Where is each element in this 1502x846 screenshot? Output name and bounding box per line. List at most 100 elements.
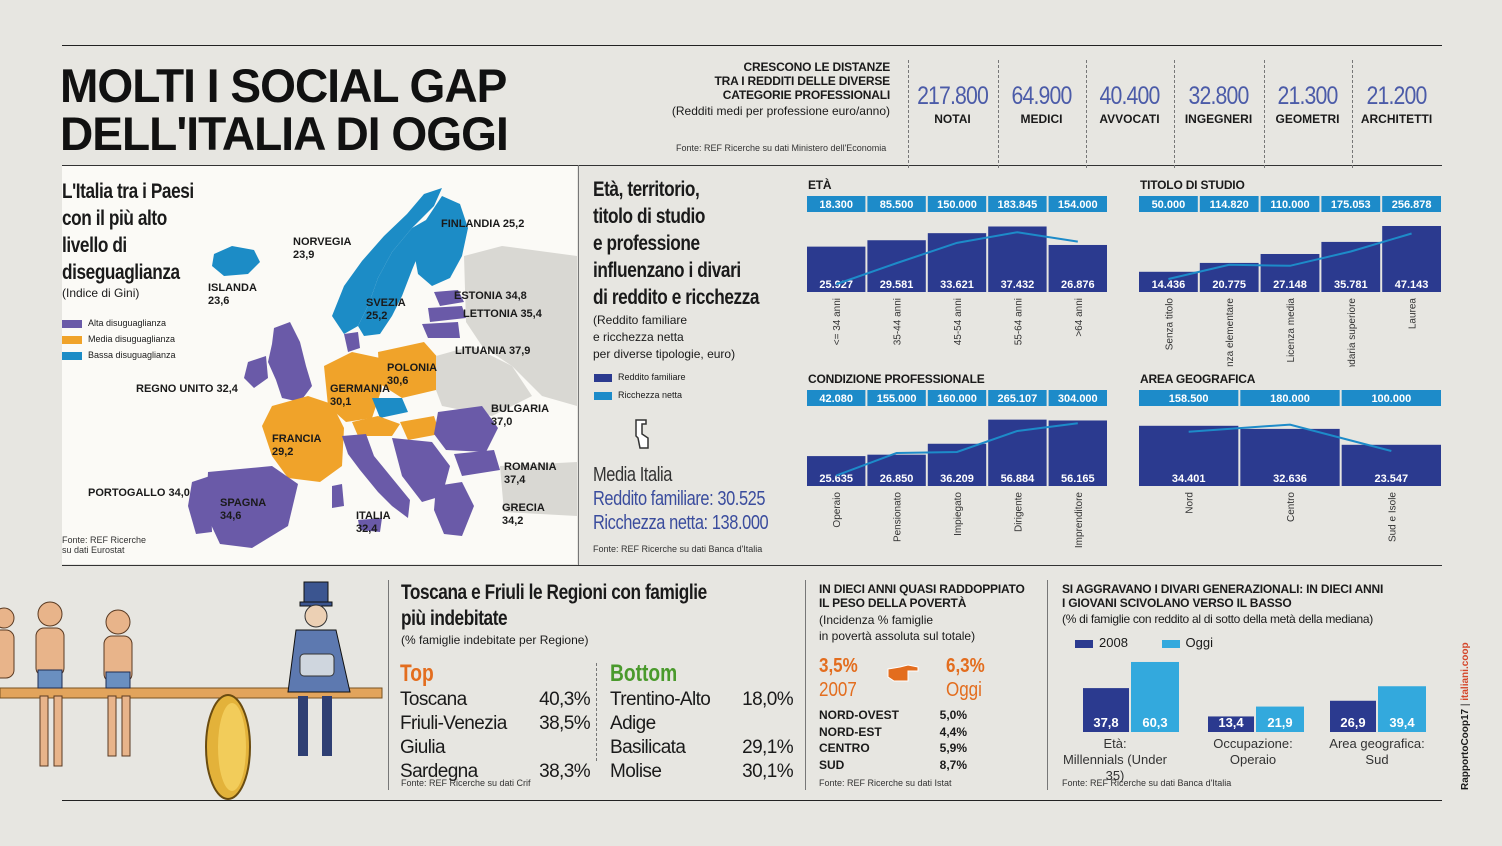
legend-alta: Alta disuguaglianza	[62, 315, 176, 331]
wealth-label-box	[1382, 196, 1441, 212]
category-label: Laurea	[1408, 298, 1419, 330]
income-bar	[1048, 244, 1107, 292]
category-label: 55-64 anni	[1013, 298, 1024, 345]
income-label: 27.148	[1273, 279, 1307, 291]
poverty-heading: IN DIECI ANNI QUASI RADDOPPIATO IL PESO D…	[819, 582, 1025, 643]
income-label: 56.165	[1061, 473, 1095, 485]
label-romania: ROMANIA 37,4	[504, 461, 557, 486]
debt-bottom-row: Basilicata 29,1%	[610, 737, 794, 758]
map-polonia	[378, 342, 440, 398]
middle-source: Fonte: REF Ricerche su dati Banca d'Ital…	[593, 544, 763, 554]
label-2008: 13,4	[1218, 715, 1244, 730]
wealth-label-box	[807, 390, 866, 406]
income-label: 33.621	[940, 279, 974, 291]
top-source: Fonte: REF Ricerche su dati Ministero de…	[676, 143, 887, 153]
hand-pointer-icon	[635, 419, 649, 449]
middle-title: Età, territorio, titolo di studio e profes…	[593, 178, 760, 309]
gen-source: Fonte: REF Ricerche su dati Banca d'Ital…	[1062, 778, 1232, 788]
pointing-hand-icon	[887, 664, 919, 682]
middle-legend: Reddito familiare Ricchezza netta	[594, 368, 686, 404]
wealth-label-box	[1139, 196, 1198, 212]
map-germania	[324, 352, 382, 422]
income-bar	[1240, 428, 1340, 486]
gen-cat-label: Area geografica: Sud	[1329, 736, 1425, 767]
chart-condizione: 42.080 25.635 Operaio 155.000 26.850 Pensiona…	[807, 390, 1107, 548]
gen-legend: 2008 Oggi	[1075, 635, 1213, 650]
category-label: Centro	[1286, 492, 1297, 522]
income-bar	[1048, 420, 1107, 486]
wealth-label: 180.000	[1270, 393, 1310, 405]
map-italia	[342, 434, 410, 518]
poverty-row: CENTRO 5,9%	[819, 741, 967, 755]
income-bar	[1341, 444, 1441, 486]
wealth-label: 110.000	[1270, 199, 1309, 211]
label-2008: 37,8	[1093, 715, 1118, 730]
wealth-label: 114.820	[1210, 199, 1249, 211]
label-germania: GERMANIA 30,1	[330, 383, 390, 408]
category-label: Operaio	[832, 492, 843, 528]
category-label: 45-54 anni	[953, 298, 964, 345]
illustration	[0, 581, 383, 800]
wealth-label: 265.107	[998, 393, 1038, 405]
income-bar	[807, 456, 866, 486]
poverty-row: NORD-EST 4,4%	[819, 724, 967, 739]
bar-oggi	[1131, 661, 1179, 732]
income-label: 36.209	[940, 473, 974, 485]
label-lettonia: LETTONIA 35,4	[463, 308, 542, 320]
wealth-line	[835, 422, 1078, 477]
label-regno-unito: REGNO UNITO 32,4	[136, 383, 238, 395]
wealth-label-box	[1321, 196, 1381, 212]
europe-map	[188, 188, 577, 548]
legend-bassa: Bassa disuguaglianza	[62, 347, 176, 363]
income-bar	[1139, 425, 1239, 486]
category-label: Nord	[1185, 492, 1196, 514]
income-bar	[1321, 241, 1381, 292]
category-label: Licenza elementare	[1225, 298, 1236, 367]
wealth-label: 154.000	[1058, 199, 1098, 211]
category-label: Impiegato	[953, 492, 964, 536]
wealth-label-box	[1260, 196, 1320, 212]
category-label: 35-44 anni	[893, 298, 904, 345]
map-source: Fonte: REF Ricerche su dati Eurostat	[62, 535, 147, 555]
category-label: Senza titolo	[1164, 298, 1175, 351]
map-subtitle: (Indice di Gini)	[62, 286, 140, 300]
wealth-label: 175.053	[1331, 199, 1371, 211]
wealth-label: 183.845	[998, 199, 1038, 211]
figure-medici: 64.900 MEDICI	[1011, 82, 1073, 126]
debt-top-row: Friuli-Venezia Giulia 38,5%	[400, 713, 591, 758]
income-label: 56.884	[1001, 473, 1036, 485]
map-francia	[262, 396, 344, 482]
map-grecia	[434, 482, 474, 536]
poverty-row: NORD-OVEST 5,0%	[819, 708, 967, 722]
wealth-label-box	[1048, 390, 1107, 406]
label-2008: 26,9	[1340, 715, 1365, 730]
income-label: 47.143	[1395, 279, 1429, 291]
debt-bottom: Bottom Trentino-Alto Adige 18,0% Basilica…	[610, 660, 794, 782]
wealth-label: 160.000	[937, 393, 977, 405]
income-label: 20.775	[1212, 279, 1246, 291]
label-estonia: ESTONIA 34,8	[454, 290, 527, 302]
map-title: L'Italia tra i Paesi con il più alto liv…	[62, 180, 194, 284]
poverty-source: Fonte: REF Ricerche su dati Istat	[819, 778, 952, 788]
income-label: 26.876	[1061, 279, 1095, 291]
category-label: <= 34 anni	[832, 298, 843, 345]
debt-top: Top Toscana 40,3% Friuli-Venezia Giulia 38…	[400, 660, 591, 782]
label-norvegia: NORVEGIA 23,9	[293, 236, 352, 261]
label-italia: ITALIA 32,4	[356, 510, 391, 535]
label-oggi: 60,3	[1142, 715, 1167, 730]
wealth-label-box	[1240, 390, 1340, 406]
map-spagna	[206, 466, 298, 548]
label-francia: FRANCIA 29,2	[272, 433, 322, 458]
income-bar	[988, 226, 1047, 292]
label-svezia: SVEZIA 25,2	[366, 297, 406, 322]
debt-title: Toscana e Friuli le Regioni con famiglie…	[401, 581, 707, 630]
wealth-label: 42.080	[819, 393, 853, 405]
wealth-label-box	[807, 196, 866, 212]
wealth-label-box	[1199, 196, 1259, 212]
figure-geometri: 21.300 GEOMETRI	[1275, 82, 1340, 126]
income-bar	[927, 443, 987, 486]
label-polonia: POLONIA 30,6	[387, 362, 438, 387]
gen-cat-label: Età: Millennials (Under 35)	[1062, 736, 1168, 783]
debt-top-row: Sardegna 38,3%	[400, 761, 591, 782]
income-label: 37.432	[1001, 279, 1035, 291]
